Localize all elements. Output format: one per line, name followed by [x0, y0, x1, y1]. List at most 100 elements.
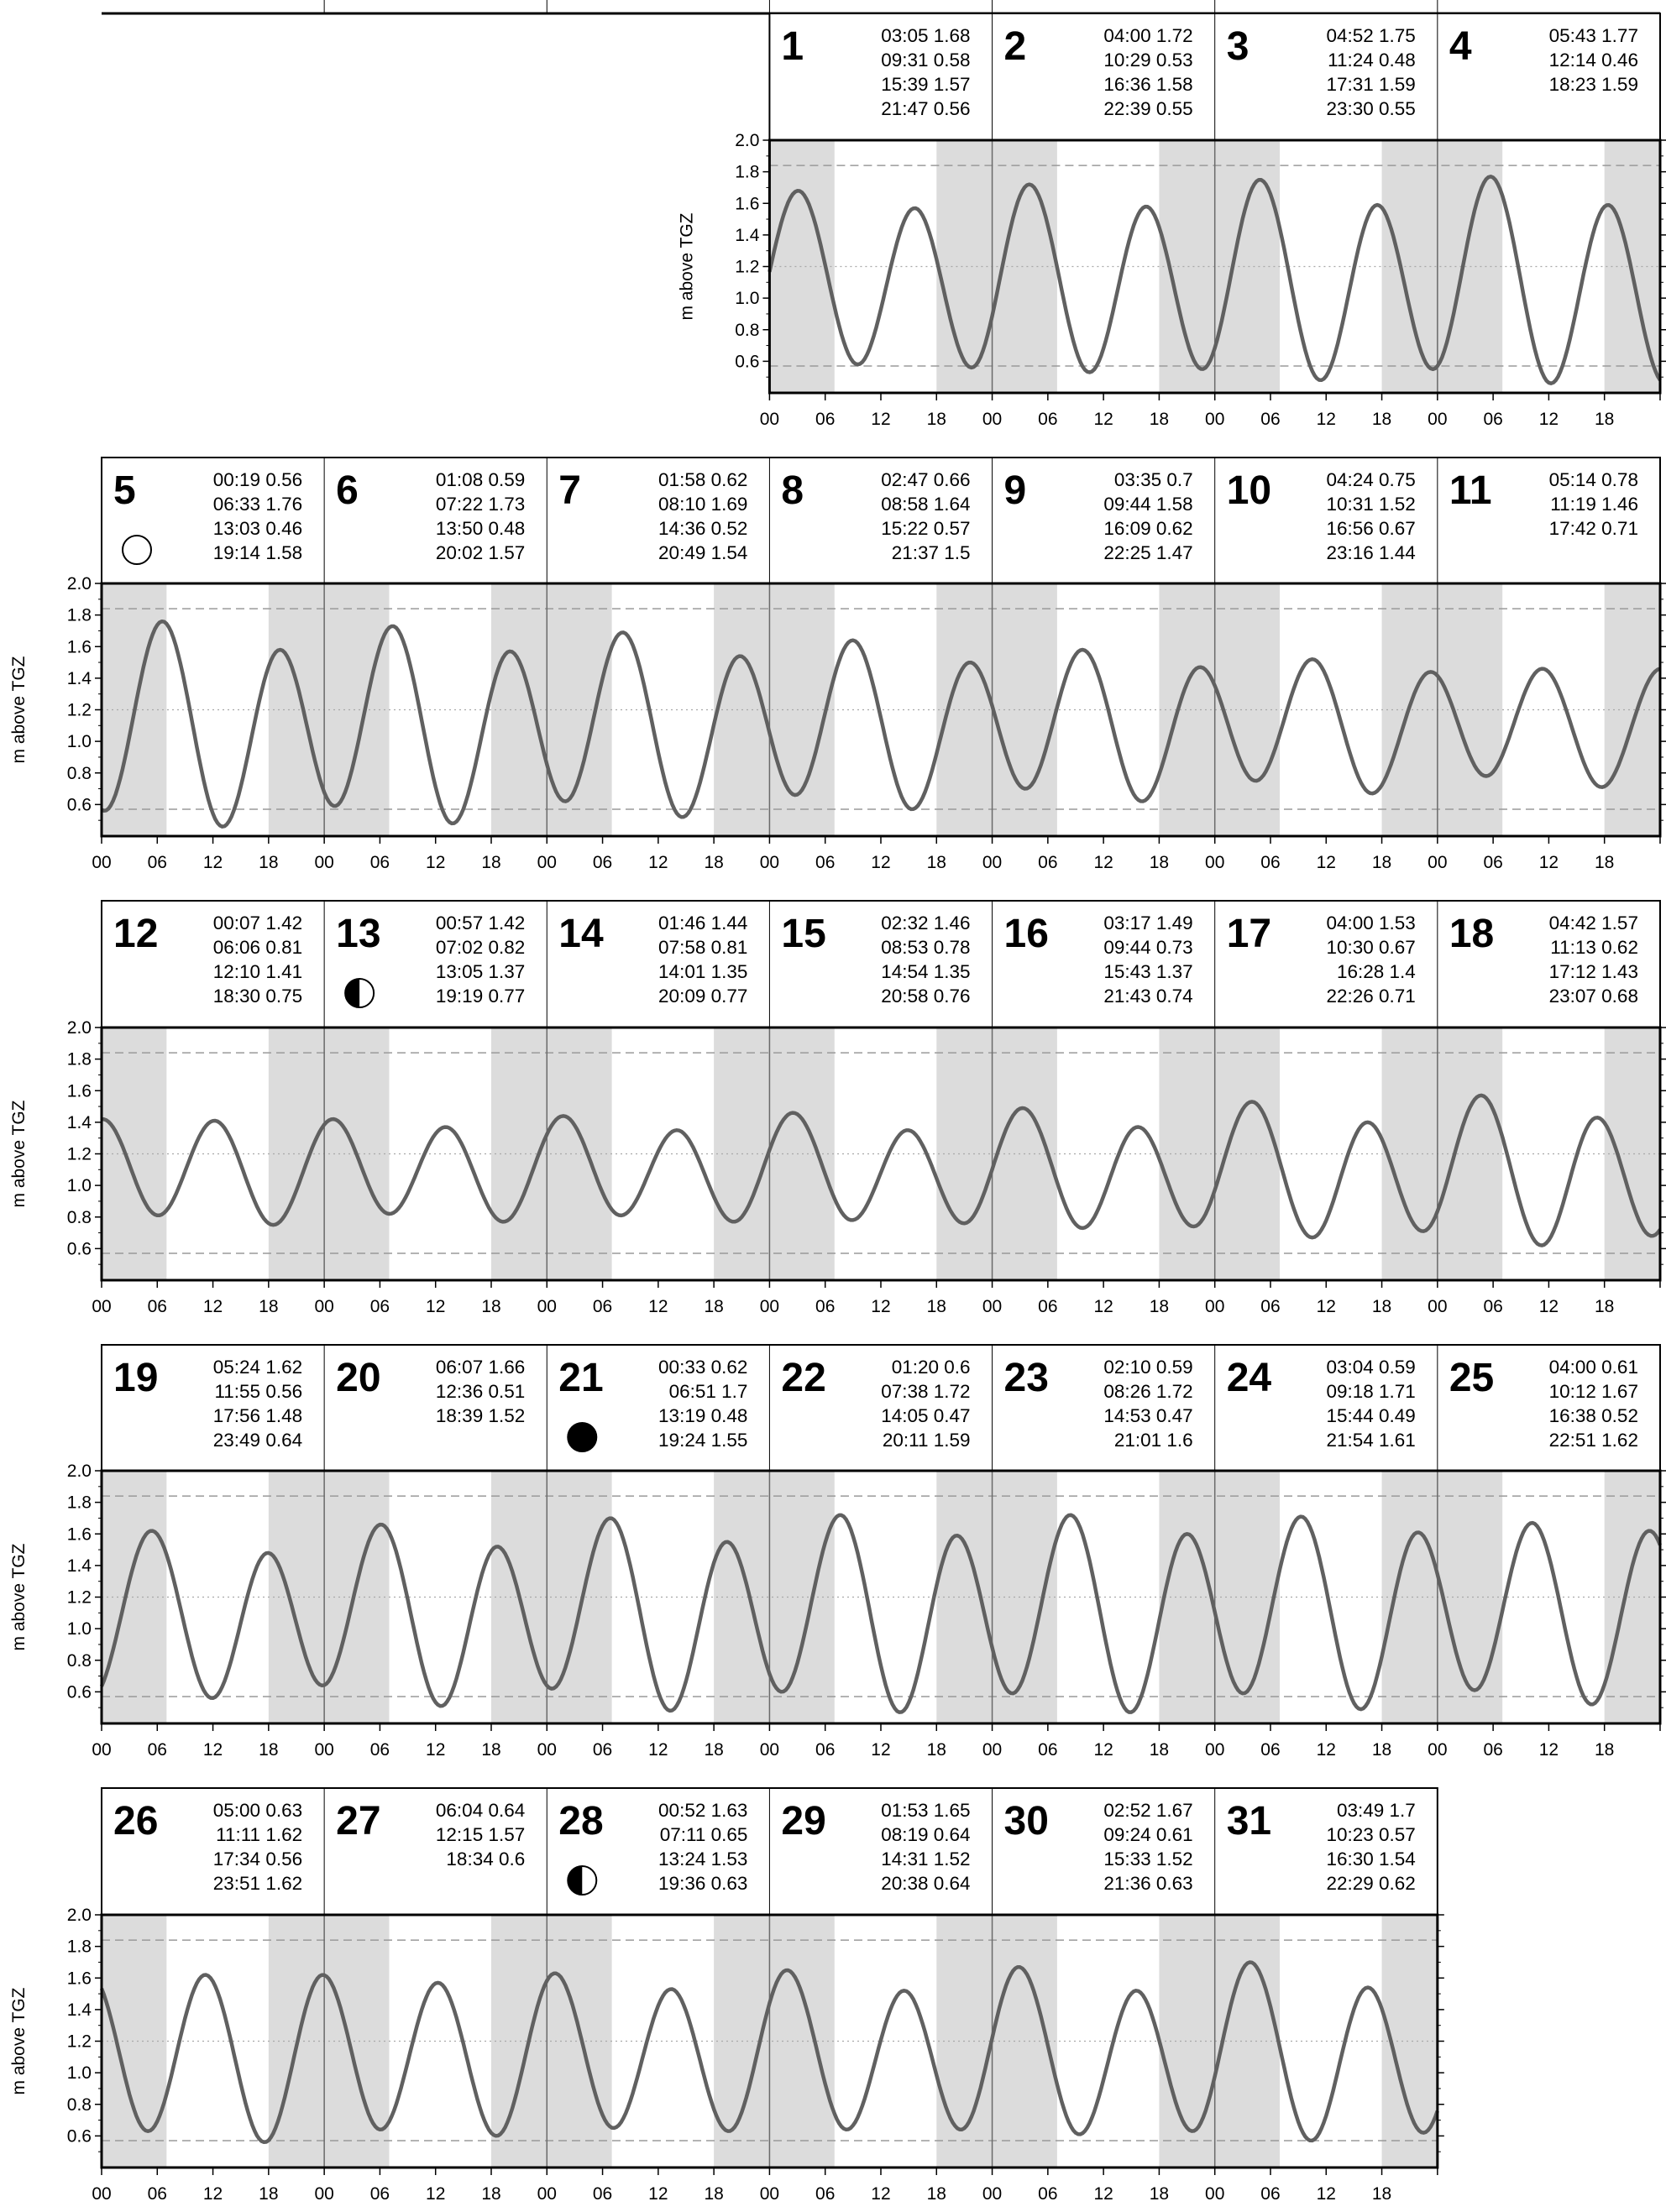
tide-extremum: 22:29 0.62 — [1326, 1873, 1415, 1894]
tide-curve — [101, 619, 1661, 829]
x-tick-label: 12 — [871, 853, 890, 872]
tide-extremum: 07:58 0.81 — [658, 937, 747, 958]
x-tick-label: 12 — [1093, 1297, 1113, 1316]
x-tick-label: 12 — [426, 1297, 445, 1316]
x-tick-label: 18 — [1595, 410, 1614, 429]
day-number: 8 — [781, 468, 804, 513]
tide-extremum: 02:32 1.46 — [881, 913, 970, 933]
x-tick-label: 06 — [148, 2184, 167, 2204]
tide-extremum: 07:02 0.82 — [436, 937, 525, 958]
tide-extremum: 13:24 1.53 — [658, 1849, 747, 1869]
x-tick-label: 06 — [593, 1740, 612, 1760]
tide-extremum: 09:44 1.58 — [1103, 494, 1192, 515]
x-tick-label: 18 — [1150, 2184, 1169, 2204]
x-tick-label: 00 — [537, 853, 557, 872]
x-tick-label: 00 — [1428, 1740, 1447, 1760]
moon-shadow — [568, 1866, 583, 1895]
night-shade — [324, 1915, 390, 2168]
x-tick-label: 06 — [370, 2184, 390, 2204]
tide-extremum: 05:24 1.62 — [213, 1357, 302, 1378]
tide-extremum: 20:38 0.64 — [881, 1873, 970, 1894]
x-tick-label: 00 — [1205, 1297, 1224, 1316]
tide-extremum: 19:24 1.55 — [658, 1430, 747, 1451]
y-tick-label: 1.4 — [67, 669, 92, 688]
x-tick-label: 06 — [1038, 853, 1057, 872]
tide-extremum: 16:56 0.67 — [1326, 518, 1415, 539]
tide-extremum: 08:10 1.69 — [658, 494, 747, 515]
tide-extremum: 04:00 0.61 — [1549, 1357, 1638, 1378]
x-tick-label: 18 — [704, 2184, 723, 2204]
y-tick-label: 0.6 — [735, 352, 759, 371]
x-tick-label: 06 — [1483, 410, 1502, 429]
tide-extremum: 15:39 1.57 — [881, 74, 970, 95]
x-tick-label: 06 — [148, 1740, 167, 1760]
x-tick-label: 12 — [871, 2184, 890, 2204]
x-tick-label: 18 — [1595, 853, 1614, 872]
y-tick-label: 1.6 — [67, 1081, 92, 1101]
night-shade — [268, 1028, 325, 1280]
x-tick-label: 12 — [1317, 2184, 1336, 2204]
x-tick-label: 06 — [815, 1740, 835, 1760]
tide-extremum: 21:01 1.6 — [1114, 1430, 1193, 1451]
day-number: 1 — [781, 24, 804, 69]
day-number: 19 — [113, 1356, 158, 1400]
tide-extremum: 05:43 1.77 — [1549, 25, 1638, 46]
x-tick-label: 18 — [481, 1740, 500, 1760]
x-tick-label: 12 — [203, 2184, 223, 2204]
x-tick-label: 00 — [760, 1740, 779, 1760]
x-tick-label: 06 — [1260, 2184, 1280, 2204]
x-tick-label: 12 — [1317, 1297, 1336, 1316]
x-tick-label: 12 — [648, 1740, 668, 1760]
tide-extremum: 06:06 0.81 — [213, 937, 302, 958]
x-tick-label: 18 — [1595, 1740, 1614, 1760]
x-tick-label: 00 — [537, 1740, 557, 1760]
tide-extremum: 23:16 1.44 — [1326, 542, 1415, 563]
tide-extremum: 03:05 1.68 — [881, 25, 970, 46]
tide-extremum: 11:24 0.48 — [1328, 50, 1416, 71]
y-tick-label: 1.2 — [67, 2032, 92, 2052]
tide-extremum: 12:10 1.41 — [213, 961, 302, 982]
tide-extremum: 01:08 0.59 — [436, 469, 525, 490]
x-tick-label: 06 — [1483, 1740, 1502, 1760]
tide-extremum: 10:30 0.67 — [1326, 937, 1415, 958]
tide-extremum: 15:33 1.52 — [1103, 1849, 1192, 1869]
x-tick-label: 00 — [760, 2184, 779, 2204]
x-tick-label: 12 — [1539, 1297, 1559, 1316]
tide-extremum: 13:50 0.48 — [436, 518, 525, 539]
tide-extremum: 00:57 1.42 — [436, 913, 525, 933]
x-tick-label: 06 — [1260, 410, 1280, 429]
x-tick-label: 12 — [871, 410, 890, 429]
y-tick-label: 1.8 — [67, 1493, 92, 1513]
y-tick-label: 1.2 — [735, 258, 759, 277]
x-tick-label: 12 — [648, 1297, 668, 1316]
x-tick-label: 18 — [1595, 1297, 1614, 1316]
week-row-2: 2.0 1.8 1.6 1.4 1.2 1.0 0.8 0.6 m above TGZ 00 06 1… — [9, 457, 1666, 872]
tide-extremum: 02:52 1.67 — [1103, 1800, 1192, 1821]
day-header-box — [101, 1344, 1661, 1472]
night-shade — [1604, 1028, 1660, 1280]
tide-extremum: 16:38 0.52 — [1549, 1405, 1638, 1426]
tide-extremum: 20:58 0.76 — [881, 986, 970, 1007]
tide-extremum: 08:58 1.64 — [881, 494, 970, 515]
day-number: 5 — [113, 468, 136, 513]
tide-extremum: 20:11 1.59 — [883, 1430, 971, 1451]
x-tick-label: 18 — [927, 410, 946, 429]
y-axis-label: m above TGZ — [9, 1100, 29, 1207]
x-tick-label: 00 — [1205, 853, 1224, 872]
night-shade — [1381, 1028, 1438, 1280]
y-tick-label: 1.8 — [67, 1050, 92, 1069]
y-tick-label: 1.4 — [67, 2000, 92, 2020]
moon-shadow — [345, 979, 360, 1007]
tide-extremum: 01:58 0.62 — [658, 469, 747, 490]
y-tick-label: 1.2 — [67, 1588, 92, 1608]
y-tick-label: 0.6 — [67, 795, 92, 814]
x-tick-label: 00 — [982, 410, 1002, 429]
tide-extremum: 05:00 0.63 — [213, 1800, 302, 1821]
day-number: 6 — [336, 468, 359, 513]
x-tick-label: 00 — [1205, 410, 1224, 429]
tide-extremum: 08:53 0.78 — [881, 937, 970, 958]
x-tick-label: 12 — [1093, 1740, 1113, 1760]
quarter-moon-icon — [344, 978, 375, 1008]
y-tick-label: 2.0 — [67, 1462, 92, 1481]
day-number: 17 — [1227, 912, 1271, 956]
